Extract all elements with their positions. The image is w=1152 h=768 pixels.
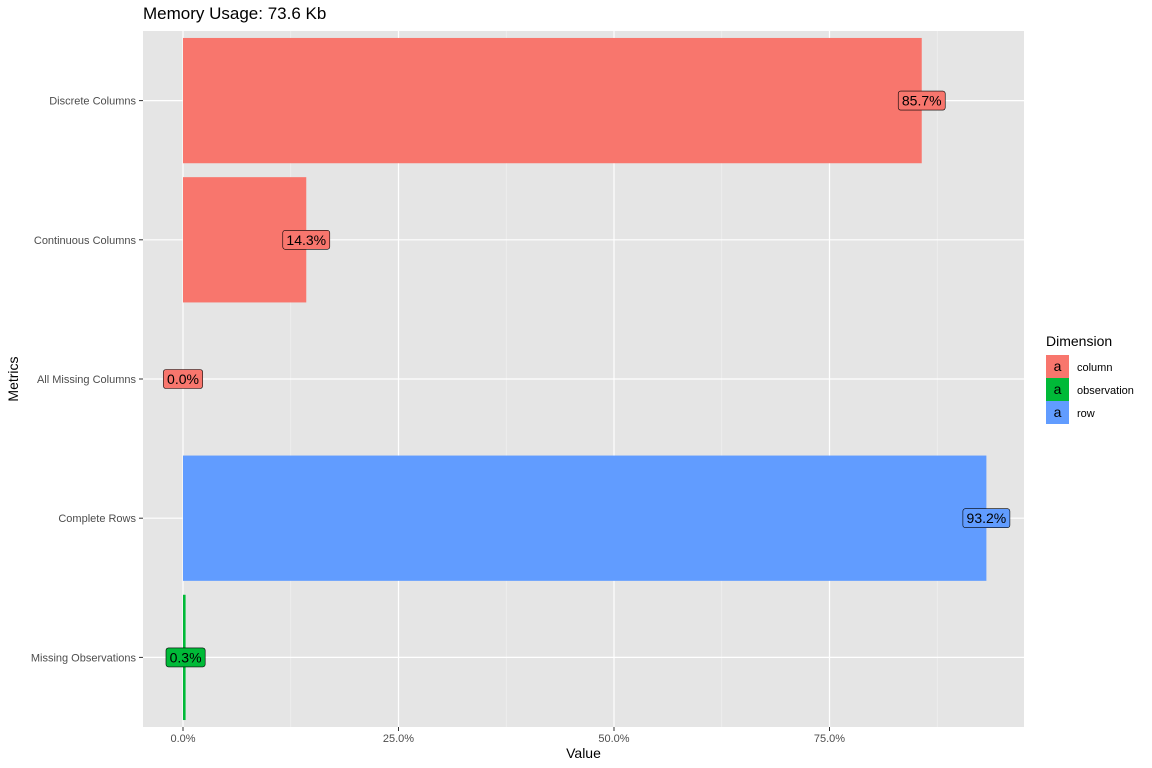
- y-tick-label: All Missing Columns: [37, 374, 137, 386]
- data-label-box: [897, 90, 946, 111]
- y-tick-label: Continuous Columns: [34, 235, 137, 247]
- chart-title: Memory Usage: 73.6 Kb: [143, 4, 327, 23]
- data-labels-layer: 85.7% 14.3% 0.0% 93.2% 0.3%: [163, 90, 1011, 668]
- x-tick-label: 25.0%: [383, 733, 414, 745]
- data-label-box: [163, 369, 203, 389]
- y-tick-label: Missing Observations: [31, 652, 137, 664]
- x-tick-label: 50.0%: [598, 733, 629, 745]
- legend-title: Dimension: [1046, 333, 1112, 349]
- bar: [183, 455, 987, 581]
- legend-key-glyph: a: [1054, 404, 1062, 420]
- data-label: 93.2%: [967, 510, 1007, 526]
- legend-label: observation: [1077, 385, 1134, 397]
- legend-label: row: [1077, 408, 1095, 420]
- legend: Dimension a column a observation a row: [1046, 333, 1134, 424]
- data-label: 0.3%: [170, 649, 202, 665]
- x-tick-label: 75.0%: [814, 733, 845, 745]
- data-label: 14.3%: [286, 232, 326, 248]
- y-tick-label: Complete Rows: [58, 513, 136, 525]
- data-label: 85.7%: [902, 93, 942, 109]
- bar: [183, 37, 922, 164]
- legend-key: [1046, 401, 1069, 424]
- axes-layer: 0.0% 25.0% 50.0% 75.0% Discrete Columns Conti…: [31, 96, 845, 745]
- legend-key: [1046, 355, 1069, 378]
- legend-key-glyph: a: [1054, 358, 1062, 374]
- x-axis-title: Value: [566, 745, 601, 761]
- legend-label: column: [1077, 362, 1112, 374]
- bars-layer: [183, 37, 987, 721]
- x-tick-label: 0.0%: [170, 733, 195, 745]
- data-label-box: [962, 508, 1011, 529]
- legend-key-glyph: a: [1054, 381, 1062, 397]
- legend-key: [1046, 378, 1069, 401]
- y-axis-title: Metrics: [5, 356, 21, 401]
- data-label-box: [282, 230, 331, 250]
- y-tick-label: Discrete Columns: [49, 96, 136, 108]
- data-label: 0.0%: [167, 371, 199, 387]
- data-label-box: [165, 647, 206, 668]
